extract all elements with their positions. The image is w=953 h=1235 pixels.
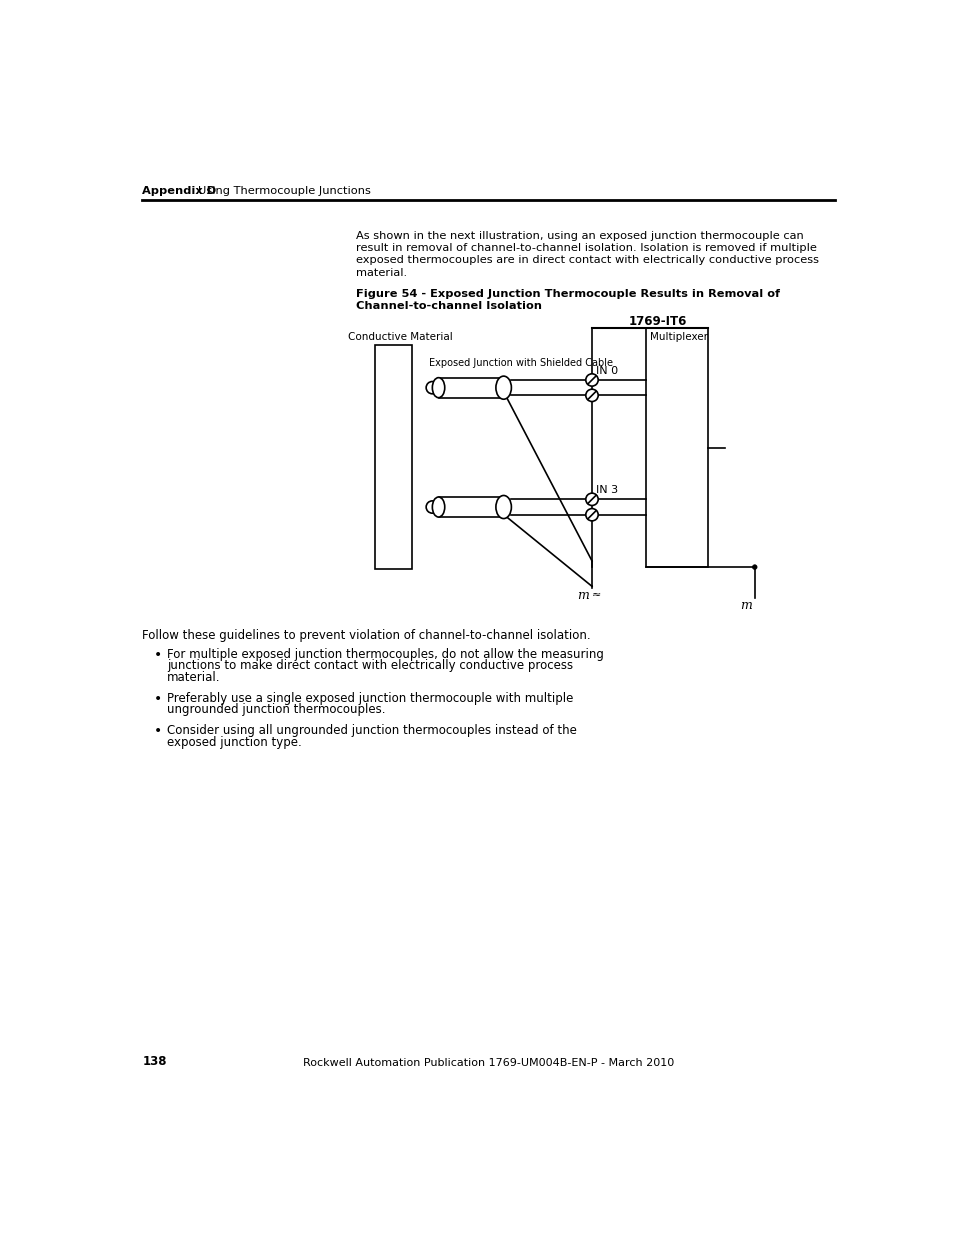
- Text: Appendix D: Appendix D: [142, 186, 216, 196]
- Text: For multiple exposed junction thermocouples, do not allow the measuring: For multiple exposed junction thermocoup…: [167, 648, 603, 661]
- Text: −: −: [584, 508, 593, 519]
- Text: As shown in the next illustration, using an exposed junction thermocouple can: As shown in the next illustration, using…: [355, 231, 802, 241]
- Text: •: •: [154, 724, 162, 739]
- Circle shape: [752, 564, 757, 569]
- Text: Rockwell Automation Publication 1769-UM004B-EN-P - March 2010: Rockwell Automation Publication 1769-UM0…: [303, 1058, 674, 1068]
- Ellipse shape: [496, 377, 511, 399]
- Text: Follow these guidelines to prevent violation of channel-to-channel isolation.: Follow these guidelines to prevent viola…: [142, 629, 591, 642]
- Text: Figure 54 - Exposed Junction Thermocouple Results in Removal of: Figure 54 - Exposed Junction Thermocoupl…: [355, 289, 779, 299]
- Text: junctions to make direct contact with electrically conductive process: junctions to make direct contact with el…: [167, 659, 573, 673]
- Bar: [375, 346, 412, 568]
- Circle shape: [585, 374, 598, 387]
- Text: IN 3: IN 3: [596, 485, 618, 495]
- Text: result in removal of channel-to-channel isolation. Isolation is removed if multi: result in removal of channel-to-channel …: [355, 243, 816, 253]
- Bar: [438, 378, 503, 398]
- Text: m: m: [740, 599, 752, 613]
- Bar: [438, 496, 503, 517]
- Circle shape: [585, 509, 598, 521]
- Text: exposed thermocouples are in direct contact with electrically conductive process: exposed thermocouples are in direct cont…: [355, 256, 818, 266]
- Text: Preferably use a single exposed junction thermocouple with multiple: Preferably use a single exposed junction…: [167, 692, 573, 705]
- Circle shape: [426, 501, 438, 514]
- Text: material.: material.: [167, 671, 220, 684]
- Ellipse shape: [432, 496, 444, 517]
- Text: exposed junction type.: exposed junction type.: [167, 736, 302, 748]
- Text: Using Thermocouple Junctions: Using Thermocouple Junctions: [198, 186, 371, 196]
- Text: Conductive Material: Conductive Material: [348, 332, 452, 342]
- Text: m: m: [577, 589, 588, 603]
- Ellipse shape: [432, 378, 444, 398]
- Text: −: −: [584, 389, 593, 399]
- Text: ungrounded junction thermocouples.: ungrounded junction thermocouples.: [167, 704, 385, 716]
- Circle shape: [426, 382, 438, 394]
- Text: Exposed Junction with Shielded Cable: Exposed Junction with Shielded Cable: [429, 358, 613, 368]
- Text: Channel-to-channel Isolation: Channel-to-channel Isolation: [355, 300, 541, 311]
- Text: 1769-IT6: 1769-IT6: [628, 315, 686, 329]
- Text: •: •: [154, 648, 162, 662]
- Text: •: •: [154, 692, 162, 706]
- Text: +: +: [584, 373, 593, 383]
- Circle shape: [585, 389, 598, 401]
- Ellipse shape: [496, 495, 511, 519]
- Text: material.: material.: [355, 268, 406, 278]
- Circle shape: [585, 493, 598, 505]
- Bar: [645, 329, 707, 567]
- Text: +: +: [584, 493, 593, 503]
- Text: Consider using all ungrounded junction thermocouples instead of the: Consider using all ungrounded junction t…: [167, 724, 577, 737]
- Text: ≈: ≈: [592, 589, 600, 599]
- Text: IN 0: IN 0: [596, 366, 618, 377]
- Text: Multiplexer: Multiplexer: [650, 332, 707, 342]
- Text: 138: 138: [142, 1056, 167, 1068]
